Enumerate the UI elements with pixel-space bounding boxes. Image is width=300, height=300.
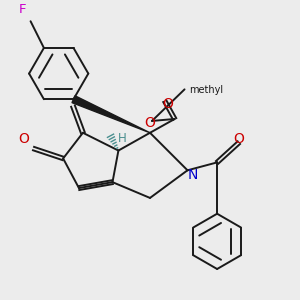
Text: N: N: [187, 168, 198, 182]
Text: O: O: [162, 97, 173, 111]
Text: O: O: [18, 132, 29, 146]
Text: methyl: methyl: [190, 85, 224, 95]
Text: F: F: [19, 3, 26, 16]
Text: O: O: [233, 132, 244, 146]
Text: O: O: [145, 116, 155, 130]
Text: H: H: [118, 132, 127, 145]
Polygon shape: [72, 96, 150, 133]
